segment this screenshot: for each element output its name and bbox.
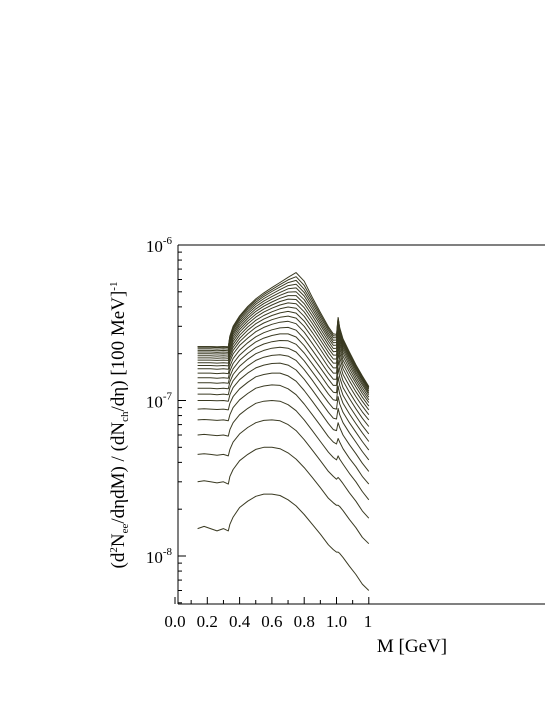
x-tick-label-5: 1.0 bbox=[326, 612, 347, 631]
x-tick-label-6: 1 bbox=[364, 612, 373, 631]
x-tick-label-0: 0.0 bbox=[164, 612, 185, 631]
x-axis-title: M [GeV] bbox=[377, 636, 447, 657]
y-tick-label-0: 10-8 bbox=[146, 546, 173, 567]
x-tick-label-2: 0.4 bbox=[229, 612, 251, 631]
series-line-13 bbox=[197, 320, 370, 416]
y-tick-label-2: 10-6 bbox=[146, 235, 173, 256]
series-line-10 bbox=[197, 340, 370, 435]
series-line-20 bbox=[197, 291, 370, 394]
series-line-4 bbox=[197, 400, 370, 501]
series-line-15 bbox=[197, 310, 370, 407]
series-layer bbox=[197, 272, 370, 591]
series-line-3 bbox=[197, 419, 370, 519]
x-tick-label-3: 0.6 bbox=[261, 612, 282, 631]
series-line-17 bbox=[197, 302, 370, 401]
series-line-8 bbox=[197, 354, 370, 451]
series-line-18 bbox=[197, 298, 370, 398]
series-line-9 bbox=[197, 346, 370, 442]
x-tick-label-4: 0.8 bbox=[294, 612, 315, 631]
series-line-2 bbox=[197, 446, 370, 545]
series-line-11 bbox=[197, 333, 370, 427]
series-line-24 bbox=[197, 276, 370, 388]
series-line-21 bbox=[197, 287, 370, 392]
series-line-16 bbox=[197, 306, 370, 403]
series-line-5 bbox=[197, 384, 370, 485]
series-line-25 bbox=[197, 272, 370, 387]
series-line-7 bbox=[197, 362, 370, 461]
ticks-layer: 0.0 0.2 0.4 0.6 0.8 1.0 1 10-8 10-7 10-6 bbox=[146, 235, 372, 631]
series-line-1 bbox=[197, 493, 370, 591]
y-axis-title: (d2Nee/dηdM) / (dNch/dη) [100 MeV]-1 bbox=[108, 282, 131, 569]
series-line-6 bbox=[197, 372, 370, 472]
series-line-19 bbox=[197, 295, 370, 395]
series-line-12 bbox=[197, 326, 370, 421]
x-tick-label-1: 0.2 bbox=[197, 612, 218, 631]
y-tick-label-1: 10-7 bbox=[146, 391, 173, 412]
series-line-14 bbox=[197, 315, 370, 411]
